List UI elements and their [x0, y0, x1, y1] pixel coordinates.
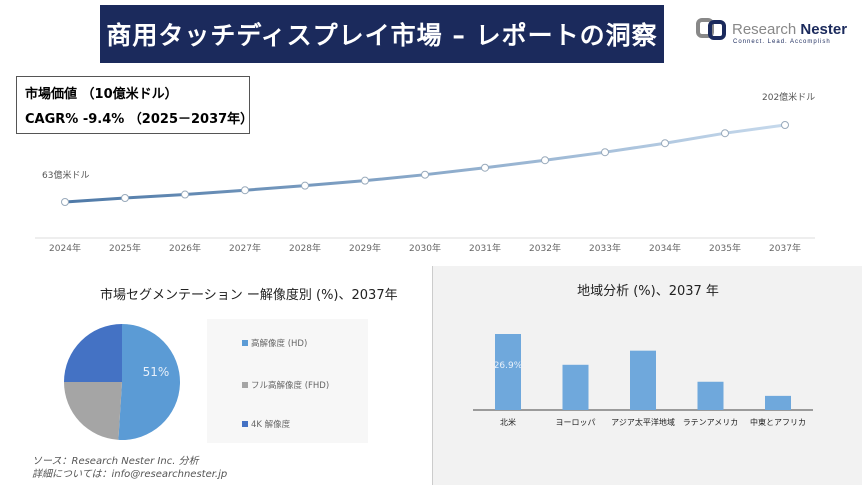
- source-note: ソース：Research Nester Inc. 分析 詳細については：info…: [32, 455, 227, 481]
- market-info-box: 市場価値 （10億米ドル） CAGR% -9.4% （2025－2037年）: [16, 76, 254, 134]
- x-tick-label: 2028年: [289, 242, 321, 254]
- market-value-label: 市場価値 （10億米ドル）: [25, 87, 178, 102]
- x-tick-label: 2027年: [229, 242, 261, 254]
- legend-swatch: [242, 340, 248, 346]
- legend-item-4k: 4K 解像度: [242, 418, 290, 430]
- data-point: [301, 181, 309, 190]
- research-nester-logo: Research Nester Connect. Lead. Accomplis…: [696, 18, 847, 45]
- x-tick-label: 2037年: [769, 242, 801, 254]
- data-point: [181, 190, 189, 199]
- end-value-annotation: 202億米ドル: [762, 93, 816, 103]
- cagr-label: CAGR% -9.4% （2025－2037年）: [25, 112, 254, 127]
- pie-legend: 高解像度 (HD) フル高解像度 (FHD) 4K 解像度: [207, 319, 368, 443]
- svg-text:Research Nester: Research Nester: [732, 21, 847, 38]
- bar-chart: 北米 ヨーロッパ アジア太平洋地域 ラテンアメリカ 中東とアフリカ 26.9%: [473, 334, 813, 426]
- bar: [697, 381, 724, 410]
- bar-chart-title: 地域分析 (%)、2037 年: [577, 284, 719, 299]
- bar-category-label: ラテンアメリカ: [683, 418, 739, 426]
- data-point: [241, 186, 249, 195]
- data-point: [541, 156, 549, 165]
- pie-chart: 51%: [64, 324, 180, 440]
- x-tick-label: 2035年: [709, 242, 741, 254]
- x-tick-label: 2033年: [589, 242, 621, 254]
- bar: [495, 334, 521, 410]
- legend-swatch: [242, 421, 248, 427]
- data-point: [121, 194, 129, 203]
- start-annotation: 63億米ドル: [42, 169, 89, 181]
- svg-text:Connect. Lead. Accomplish: Connect. Lead. Accomplish: [733, 39, 831, 45]
- x-tick-label: 2029年: [349, 242, 381, 254]
- x-tick-label: 2030年: [409, 242, 441, 254]
- pie-data-label: 51%: [143, 365, 170, 379]
- data-point: [361, 176, 369, 185]
- bar-category-label: アジア太平洋地域: [611, 417, 675, 426]
- data-point: [661, 139, 669, 148]
- bar-category-label: 北米: [500, 417, 516, 426]
- x-tick-label: 2025年: [109, 242, 141, 254]
- legend-label: フル高解像度 (FHD): [251, 381, 330, 391]
- legend-item-hd: 高解像度 (HD): [242, 337, 307, 349]
- market-line-chart: 2024年 2025年 2026年 2027年 2028年 2029年 2030年 2031年…: [35, 121, 815, 254]
- data-point: [61, 198, 69, 206]
- data-point: [601, 148, 609, 157]
- x-tick-label: 2032年: [529, 242, 561, 254]
- bar: [765, 395, 791, 410]
- bar-category-label: ヨーロッパ: [556, 418, 596, 426]
- bar: [562, 364, 589, 410]
- x-tick-label: 2026年: [169, 242, 201, 254]
- pie-chart-title: 市場セグメンテーション ー解像度別 (%)、2037年: [100, 288, 398, 303]
- bar-data-label: 26.9%: [494, 361, 523, 371]
- data-point: [421, 170, 429, 179]
- data-point: [721, 129, 729, 138]
- data-point: [781, 121, 789, 129]
- series-line: [64, 123, 786, 204]
- contact-line: 詳細については：info@researchnester.jp: [32, 469, 228, 480]
- legend-swatch: [242, 382, 248, 388]
- pie-slice: [64, 382, 122, 440]
- legend-label: 高解像度 (HD): [251, 339, 308, 349]
- legend-item-fhd: フル高解像度 (FHD): [242, 379, 329, 391]
- regional-panel: 地域分析 (%)、2037 年 北米 ヨーロッパ アジア太平洋地域 ラテンアメリカ 中東…: [432, 266, 862, 485]
- pie-slice: [118, 324, 180, 440]
- x-tick-label: 2024年: [49, 242, 81, 254]
- bar: [630, 350, 656, 410]
- data-point: [481, 163, 489, 172]
- x-tick-label: 2031年: [469, 242, 501, 254]
- legend-label: 4K 解像度: [251, 420, 291, 430]
- bar-category-label: 中東とアフリカ: [750, 417, 806, 426]
- x-tick-label: 2034年: [649, 242, 681, 254]
- page-title: 商用タッチディスプレイ市場 – レポートの洞察: [106, 21, 658, 50]
- page-title-banner: 商用タッチディスプレイ市場 – レポートの洞察: [100, 5, 664, 63]
- source-line: ソース：Research Nester Inc. 分析: [32, 456, 199, 467]
- pie-slice: [64, 324, 122, 382]
